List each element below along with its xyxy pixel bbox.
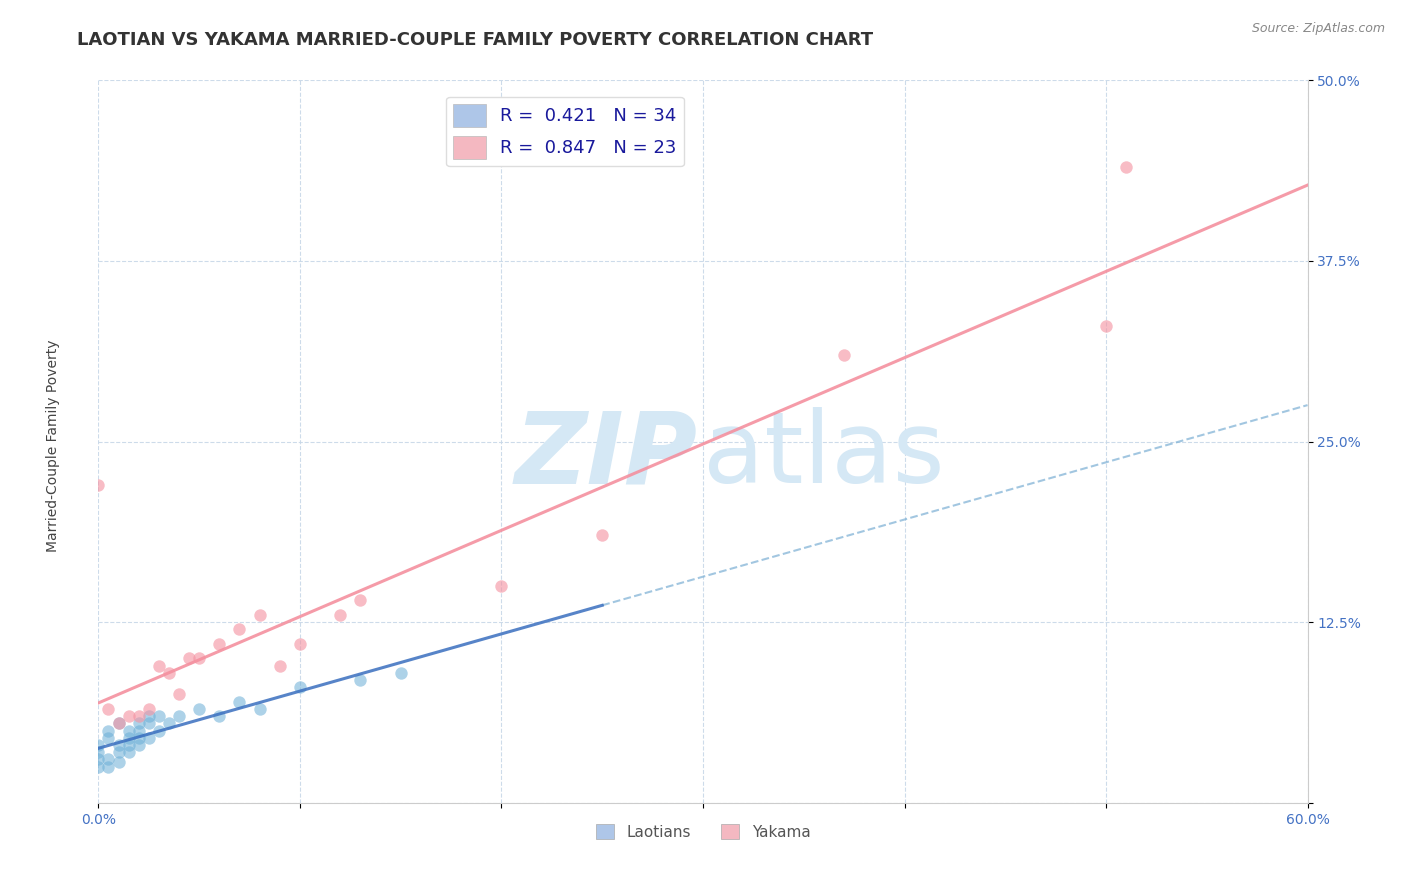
- Point: [1095, 318, 1118, 333]
- Point: [208, 637, 231, 651]
- Point: [97, 760, 120, 774]
- Point: [249, 607, 271, 622]
- Point: [138, 731, 160, 745]
- Text: atlas: atlas: [703, 408, 945, 505]
- Point: [128, 723, 150, 738]
- Point: [107, 738, 129, 752]
- Point: [128, 731, 150, 745]
- Point: [179, 651, 201, 665]
- Point: [228, 623, 250, 637]
- Point: [288, 680, 311, 694]
- Point: [87, 752, 110, 766]
- Point: [107, 756, 129, 770]
- Point: [832, 348, 855, 362]
- Point: [491, 579, 513, 593]
- Point: [228, 695, 250, 709]
- Text: Married-Couple Family Poverty: Married-Couple Family Poverty: [46, 340, 60, 552]
- Point: [107, 716, 129, 731]
- Point: [128, 709, 150, 723]
- Point: [249, 702, 271, 716]
- Point: [118, 723, 141, 738]
- Point: [329, 607, 352, 622]
- Point: [128, 738, 150, 752]
- Point: [138, 716, 160, 731]
- Text: Source: ZipAtlas.com: Source: ZipAtlas.com: [1251, 22, 1385, 36]
- Point: [118, 731, 141, 745]
- Point: [107, 716, 129, 731]
- Point: [107, 745, 129, 759]
- Point: [188, 651, 211, 665]
- Point: [1115, 160, 1137, 174]
- Point: [349, 673, 371, 687]
- Point: [167, 687, 190, 701]
- Point: [97, 731, 120, 745]
- Point: [208, 709, 231, 723]
- Point: [118, 709, 141, 723]
- Legend: Laotians, Yakama: Laotians, Yakama: [589, 818, 817, 846]
- Point: [167, 709, 190, 723]
- Point: [97, 702, 120, 716]
- Point: [87, 738, 110, 752]
- Point: [87, 478, 110, 492]
- Point: [269, 658, 291, 673]
- Point: [138, 709, 160, 723]
- Text: ZIP: ZIP: [515, 408, 697, 505]
- Point: [148, 723, 170, 738]
- Point: [157, 716, 180, 731]
- Point: [157, 665, 180, 680]
- Point: [97, 752, 120, 766]
- Point: [97, 723, 120, 738]
- Point: [87, 745, 110, 759]
- Point: [138, 702, 160, 716]
- Point: [148, 658, 170, 673]
- Point: [188, 702, 211, 716]
- Point: [118, 745, 141, 759]
- Point: [389, 665, 412, 680]
- Point: [128, 716, 150, 731]
- Text: LAOTIAN VS YAKAMA MARRIED-COUPLE FAMILY POVERTY CORRELATION CHART: LAOTIAN VS YAKAMA MARRIED-COUPLE FAMILY …: [77, 31, 873, 49]
- Point: [288, 637, 311, 651]
- Point: [349, 593, 371, 607]
- Point: [148, 709, 170, 723]
- Point: [591, 528, 613, 542]
- Point: [118, 738, 141, 752]
- Point: [87, 760, 110, 774]
